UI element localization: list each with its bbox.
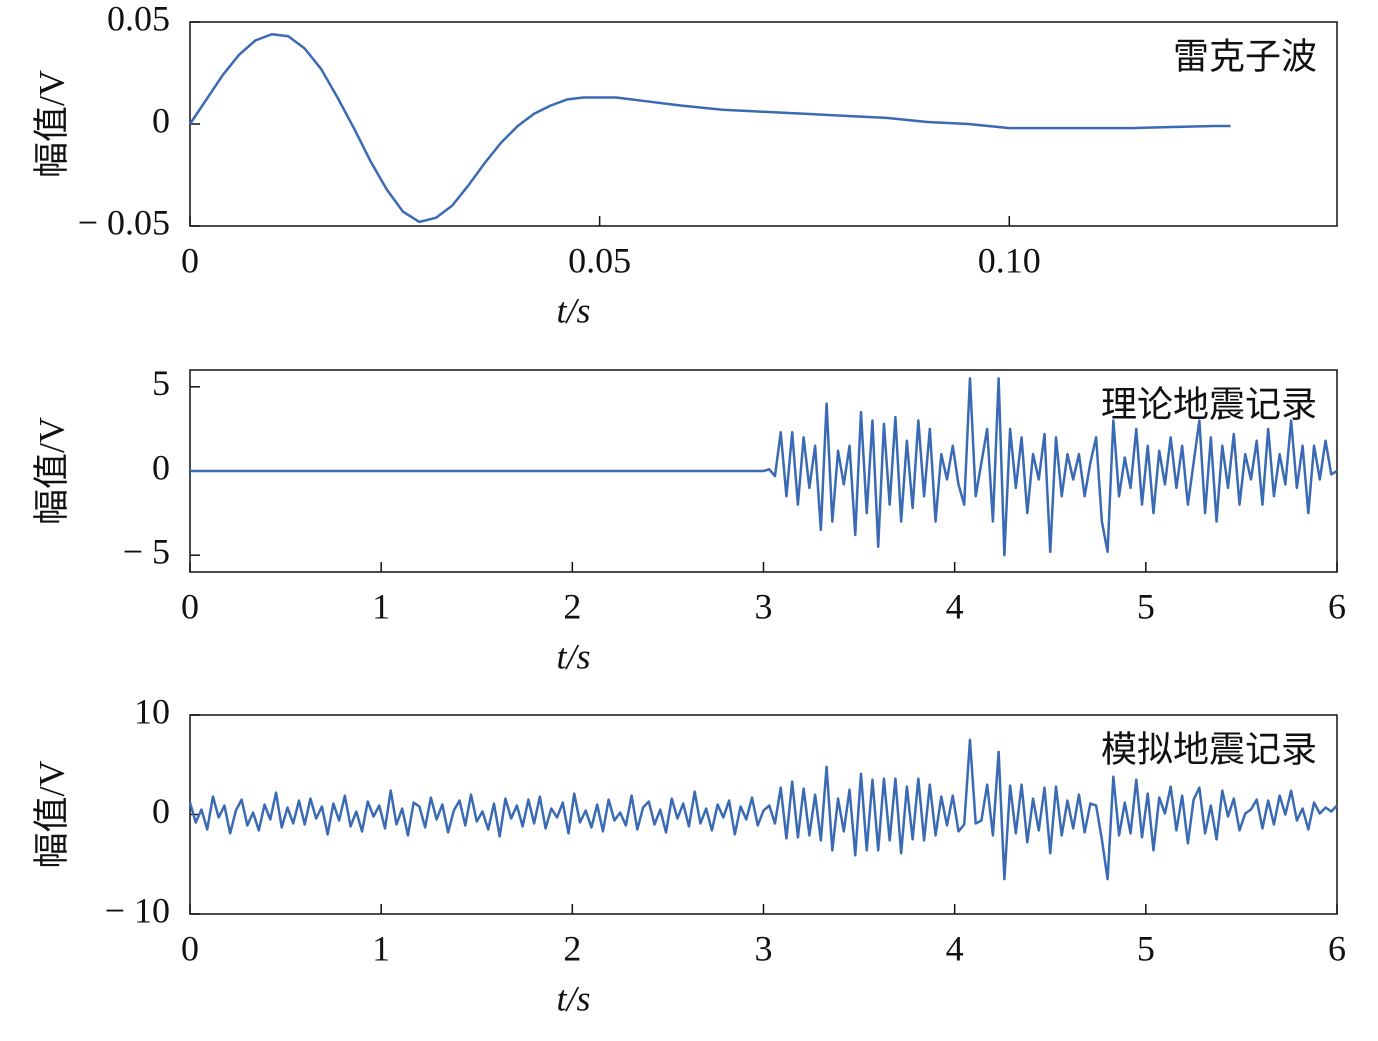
x-tick-label: 4 bbox=[946, 586, 964, 626]
y-tick-label: − 10 bbox=[105, 890, 170, 930]
line-series bbox=[188, 32, 1231, 224]
x-axis-label: t/s bbox=[556, 290, 590, 330]
x-tick-label: 0.10 bbox=[978, 240, 1041, 280]
x-axis-label: t/s bbox=[556, 636, 590, 676]
line-series bbox=[190, 377, 1338, 557]
x-tick-label: 0 bbox=[181, 240, 199, 280]
x-axis-label: t/s bbox=[556, 978, 590, 1018]
x-tick-label: 2 bbox=[563, 586, 581, 626]
x-tick-label: 0.05 bbox=[568, 240, 631, 280]
y-tick-label: 0 bbox=[152, 100, 170, 140]
y-axis-label: 幅值/V bbox=[31, 417, 71, 525]
y-tick-label: − 0.05 bbox=[78, 202, 170, 242]
x-tick-label: 1 bbox=[372, 586, 390, 626]
x-tick-label: 2 bbox=[563, 928, 581, 968]
plot-frame bbox=[189, 21, 1338, 227]
x-tick-label: 6 bbox=[1328, 586, 1346, 626]
x-tick-label: 3 bbox=[755, 586, 773, 626]
annotation: 模拟地震记录 bbox=[1101, 729, 1317, 769]
x-tick-label: 5 bbox=[1137, 928, 1155, 968]
x-tick-label: 5 bbox=[1137, 586, 1155, 626]
y-tick-label: − 5 bbox=[123, 531, 170, 571]
x-tick-label: 0 bbox=[181, 586, 199, 626]
x-tick-label: 0 bbox=[181, 928, 199, 968]
y-tick-label: 10 bbox=[134, 691, 170, 731]
annotation: 雷克子波 bbox=[1173, 36, 1317, 76]
y-axis-label: 幅值/V bbox=[31, 760, 71, 868]
line-series bbox=[188, 738, 1338, 881]
x-tick-label: 1 bbox=[372, 928, 390, 968]
x-tick-label: 3 bbox=[755, 928, 773, 968]
y-tick-label: 0 bbox=[152, 791, 170, 831]
y-tick-label: 0.05 bbox=[107, 0, 170, 38]
annotation: 理论地震记录 bbox=[1101, 384, 1317, 424]
x-tick-label: 6 bbox=[1328, 928, 1346, 968]
y-tick-label: 5 bbox=[152, 363, 170, 403]
y-axis-label: 幅值/V bbox=[31, 70, 71, 178]
y-tick-label: 0 bbox=[152, 447, 170, 487]
x-tick-label: 4 bbox=[946, 928, 964, 968]
